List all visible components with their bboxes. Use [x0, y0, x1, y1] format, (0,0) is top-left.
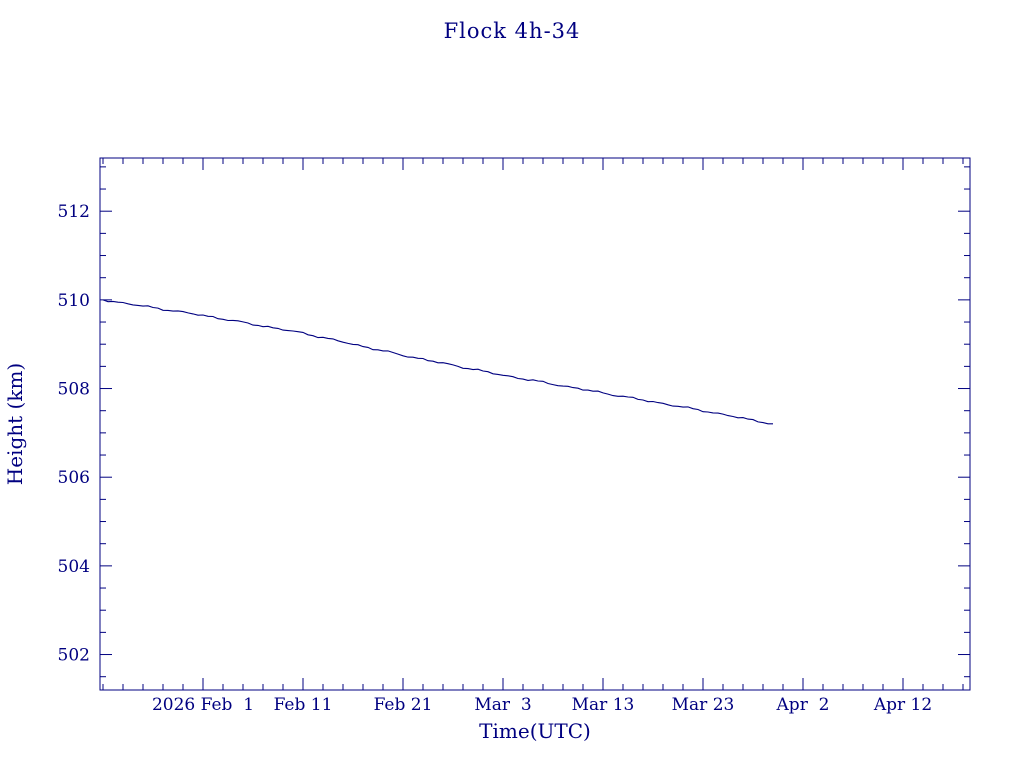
- plot-frame: [99, 157, 971, 691]
- y-tick-label: 504: [58, 557, 90, 577]
- y-tick-label: 508: [58, 380, 90, 400]
- x-axis-label: Time(UTC): [479, 719, 591, 743]
- x-tick-label: Apr 2: [776, 695, 830, 715]
- x-tick-label: Feb 11: [274, 695, 333, 715]
- plot-area: 502 504 506 508 510 512 2026 Feb 1 Feb 11 Feb 21…: [58, 157, 971, 715]
- x-tick-label: 2026 Feb 1: [152, 695, 254, 715]
- y-tick-label: 502: [58, 646, 90, 666]
- y-tick-label: 506: [58, 468, 90, 488]
- x-tick-label: Apr 12: [873, 695, 932, 715]
- chart-title: Flock 4h-34: [444, 19, 581, 43]
- y-tick-label: 510: [58, 291, 90, 311]
- y-axis-label: Height (km): [3, 363, 27, 485]
- x-tick-label: Mar 23: [672, 695, 735, 715]
- x-tick-label: Mar 13: [572, 695, 635, 715]
- x-tick-label: Mar 3: [474, 695, 531, 715]
- data-line: [102, 299, 773, 425]
- y-tick-label: 512: [58, 202, 90, 222]
- x-tick-label: Feb 21: [374, 695, 433, 715]
